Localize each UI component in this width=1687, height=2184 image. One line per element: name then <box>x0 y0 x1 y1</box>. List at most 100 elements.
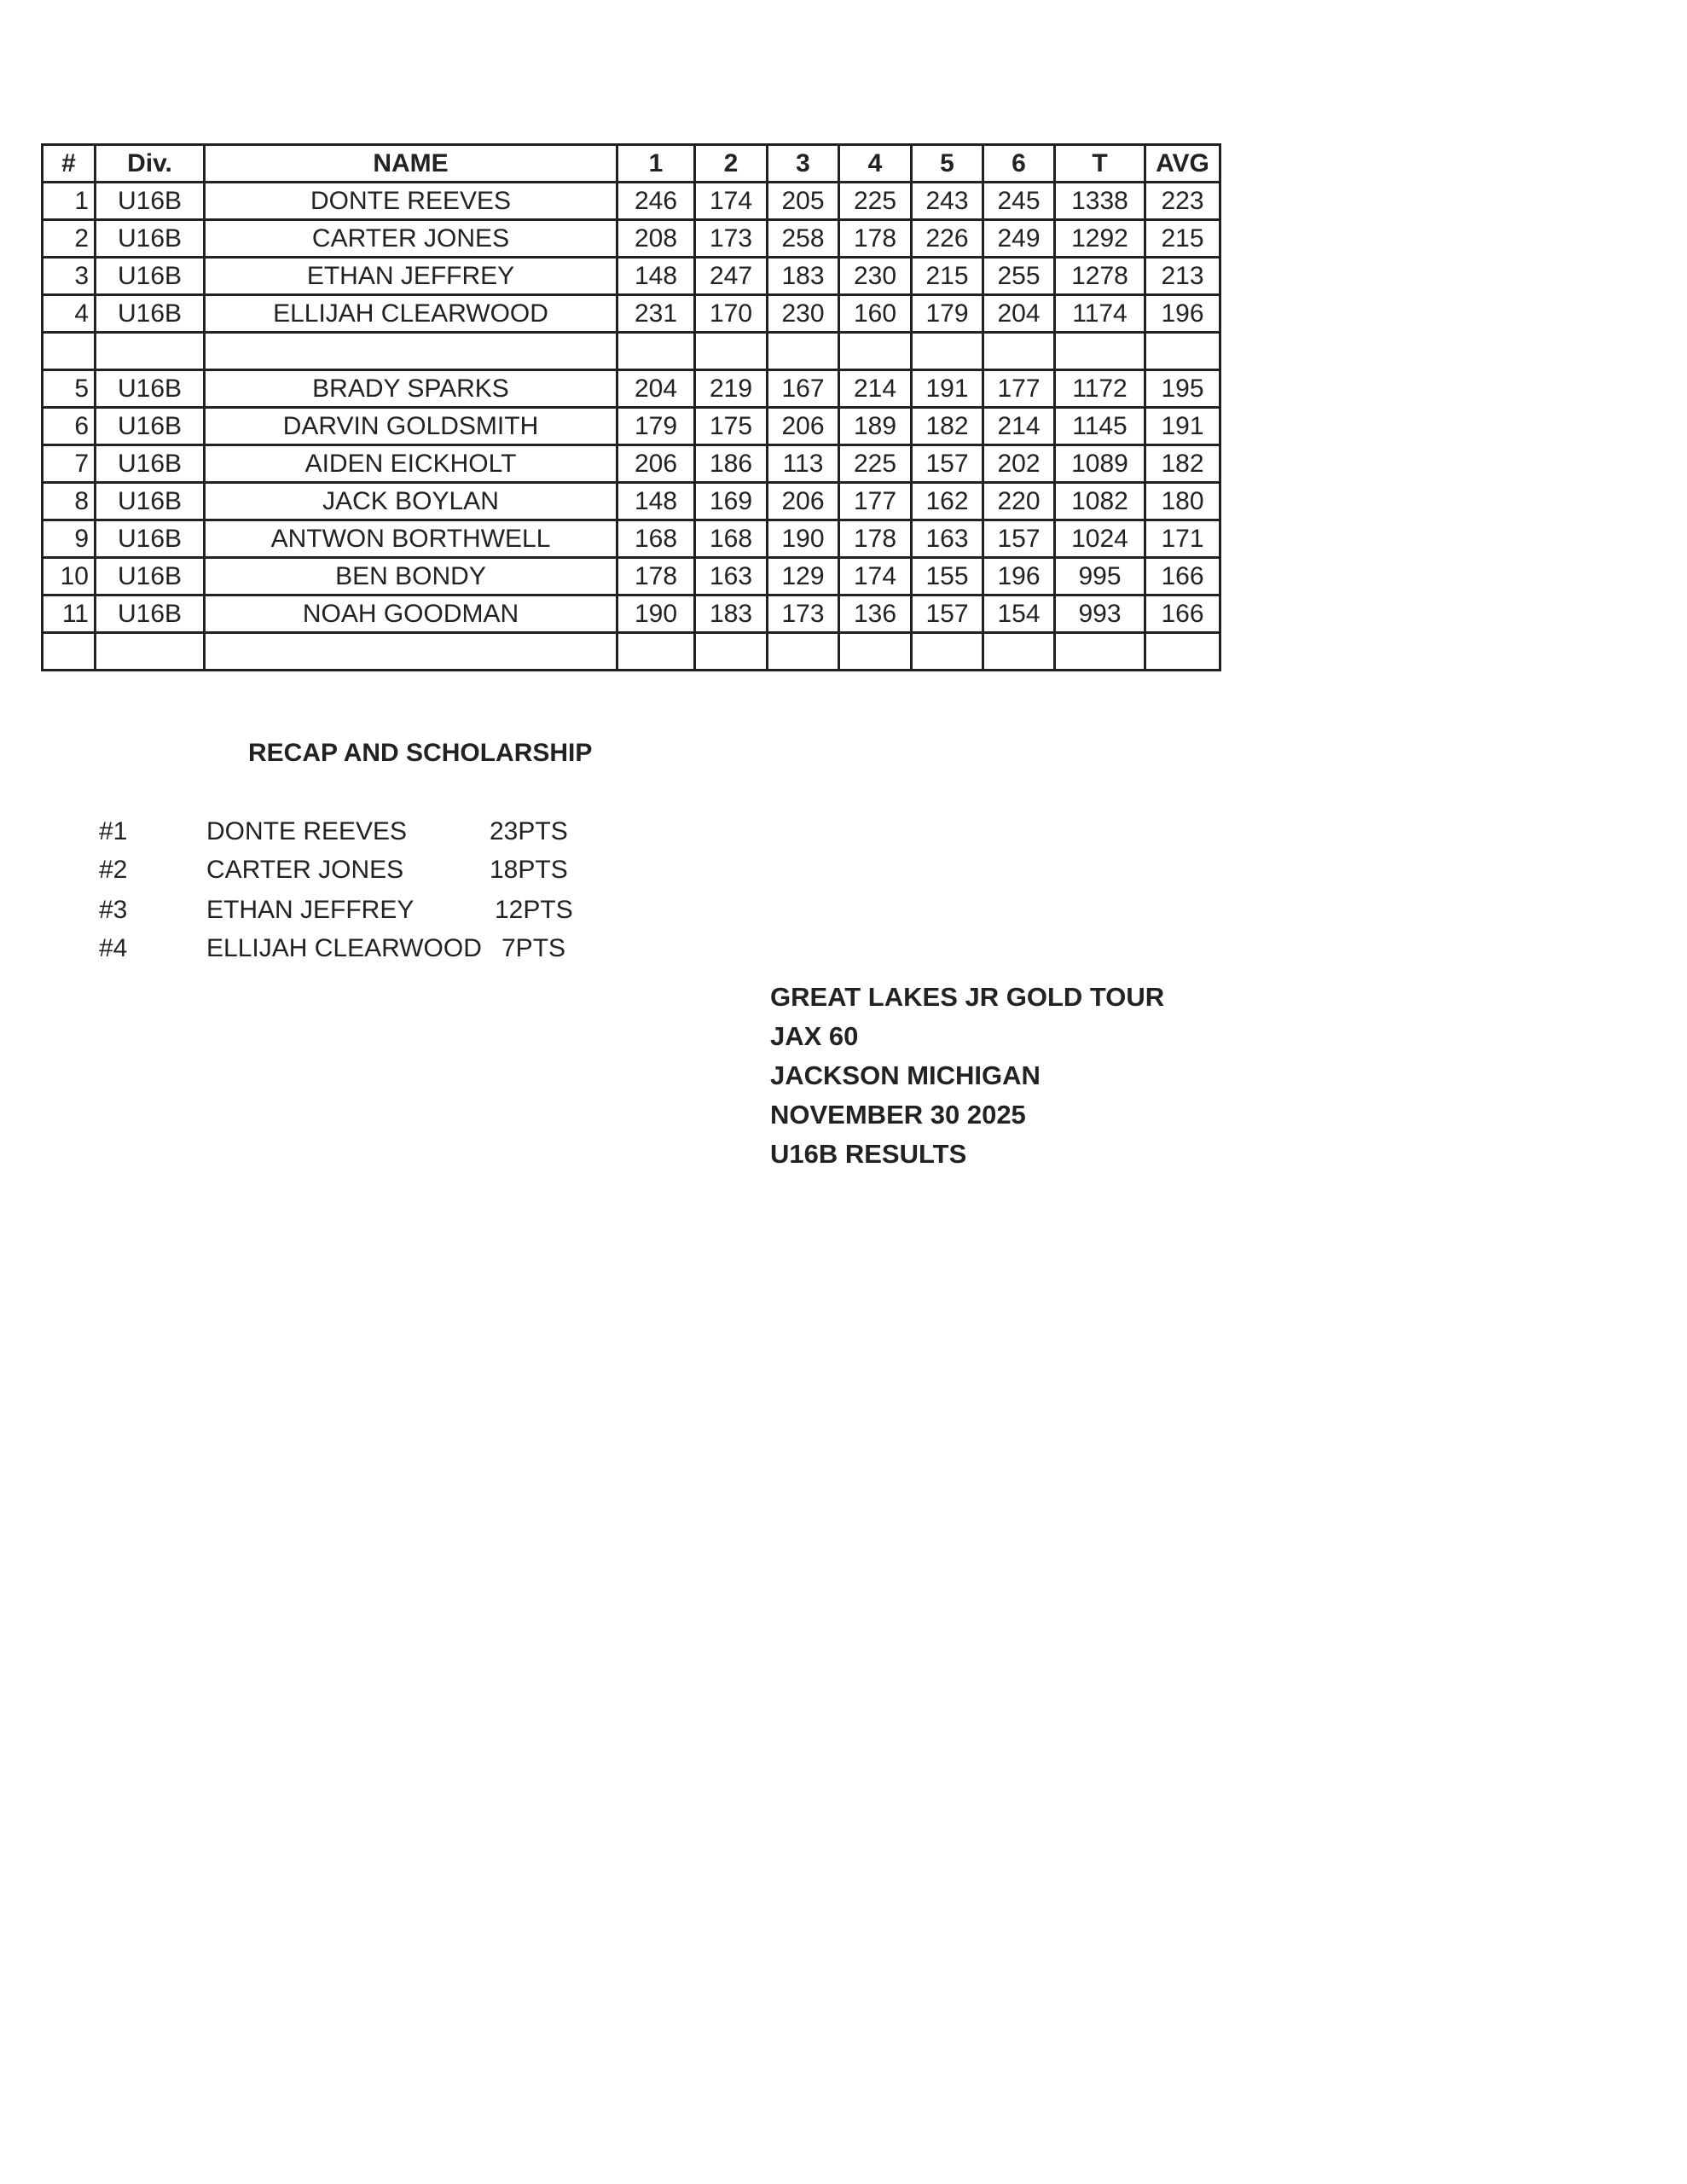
score-cell: 247 <box>693 256 768 296</box>
score-cell: 258 <box>766 218 840 258</box>
score-cell: 226 <box>910 218 984 258</box>
score-cell: 1145 <box>1053 406 1146 446</box>
score-cell: 182 <box>1144 444 1221 484</box>
column-header: 1 <box>616 143 696 183</box>
score-cell: 249 <box>982 218 1056 258</box>
name-cell: BRADY SPARKS <box>203 369 618 409</box>
column-header: 3 <box>766 143 840 183</box>
score-cell: 177 <box>982 369 1056 409</box>
division-cell <box>94 331 206 371</box>
recap-name: ETHAN JEFFREY <box>206 896 415 924</box>
score-cell: 204 <box>616 369 696 409</box>
score-cell: 183 <box>766 256 840 296</box>
score-cell: 171 <box>1144 519 1221 559</box>
division-cell: U16B <box>94 406 206 446</box>
score-cell: 174 <box>838 556 913 596</box>
event-info-line: U16B RESULTS <box>770 1139 967 1169</box>
score-cell: 230 <box>838 256 913 296</box>
rank-cell: 10 <box>41 556 96 596</box>
table-header-row: # Div. NAME 1 2 3 4 5 6 T AVG <box>41 143 1221 183</box>
score-cell: 220 <box>982 481 1056 521</box>
score-cell: 1338 <box>1053 181 1146 221</box>
rank-cell <box>41 331 96 371</box>
score-cell: 180 <box>1144 481 1221 521</box>
score-cell: 163 <box>910 519 984 559</box>
name-cell: NOAH GOODMAN <box>203 594 618 634</box>
score-cell: 189 <box>838 406 913 446</box>
score-cell: 196 <box>982 556 1056 596</box>
table-row: 9 U16B ANTWON BORTHWELL 168 168 190 178 163 157 1… <box>41 519 1221 559</box>
division-cell: U16B <box>94 444 206 484</box>
score-cell: 113 <box>766 444 840 484</box>
column-header: Div. <box>94 143 206 183</box>
score-cell: 173 <box>766 594 840 634</box>
table-row: 7 U16B AIDEN EICKHOLT 206 186 113 225 157 202 108… <box>41 444 1221 484</box>
event-info-line: JACKSON MICHIGAN <box>770 1060 1041 1090</box>
score-cell: 993 <box>1053 594 1146 634</box>
name-cell: DARVIN GOLDSMITH <box>203 406 618 446</box>
score-cell: 183 <box>693 594 768 634</box>
score-cell: 206 <box>766 481 840 521</box>
score-cell: 170 <box>693 293 768 334</box>
recap-rank: #1 <box>99 817 128 845</box>
division-cell: U16B <box>94 594 206 634</box>
division-cell <box>94 631 206 671</box>
division-cell: U16B <box>94 481 206 521</box>
score-cell: 214 <box>982 406 1056 446</box>
score-cell: 157 <box>910 594 984 634</box>
score-cell: 190 <box>766 519 840 559</box>
score-cell: 225 <box>838 181 913 221</box>
column-header: 5 <box>910 143 984 183</box>
score-cell: 191 <box>910 369 984 409</box>
score-cell: 1082 <box>1053 481 1146 521</box>
table-row: 5 U16B BRADY SPARKS 204 219 167 214 191 177 1172 1… <box>41 369 1221 409</box>
score-cell: 1292 <box>1053 218 1146 258</box>
score-cell: 173 <box>693 218 768 258</box>
score-cell: 208 <box>616 218 696 258</box>
score-cell: 255 <box>982 256 1056 296</box>
score-cell: 246 <box>616 181 696 221</box>
division-cell: U16B <box>94 218 206 258</box>
score-cell: 995 <box>1053 556 1146 596</box>
recap-name: DONTE REEVES <box>206 817 408 845</box>
score-cell <box>838 631 913 671</box>
score-cell: 214 <box>838 369 913 409</box>
results-table: # Div. NAME 1 2 3 4 5 6 T AVG 1 U16B DONTE REEVES 246… <box>41 143 1221 671</box>
column-header: # <box>41 143 96 183</box>
score-cell: 157 <box>910 444 984 484</box>
score-cell: 223 <box>1144 181 1221 221</box>
score-cell: 215 <box>1144 218 1221 258</box>
division-cell: U16B <box>94 181 206 221</box>
rank-cell: 3 <box>41 256 96 296</box>
recap-rank: #2 <box>99 856 128 884</box>
event-info-line: GREAT LAKES JR GOLD TOUR <box>770 982 1165 1012</box>
blank-row <box>41 331 1221 371</box>
recap-name: CARTER JONES <box>206 856 404 884</box>
recap-name: ELLIJAH CLEARWOOD <box>206 934 482 962</box>
score-cell: 129 <box>766 556 840 596</box>
score-cell: 243 <box>910 181 984 221</box>
score-cell <box>1053 631 1146 671</box>
name-cell <box>203 331 618 371</box>
table-row: 2 U16B CARTER JONES 208 173 258 178 226 249 1292 2… <box>41 218 1221 258</box>
rank-cell: 1 <box>41 181 96 221</box>
score-cell: 166 <box>1144 594 1221 634</box>
score-cell: 157 <box>982 519 1056 559</box>
column-header: T <box>1053 143 1146 183</box>
score-cell <box>1144 631 1221 671</box>
score-cell <box>616 331 696 371</box>
score-cell: 175 <box>693 406 768 446</box>
score-cell <box>1144 331 1221 371</box>
rank-cell: 5 <box>41 369 96 409</box>
table-row: 8 U16B JACK BOYLAN 148 169 206 177 162 220 1082 18… <box>41 481 1221 521</box>
recap-rank: #4 <box>99 934 128 962</box>
name-cell: ETHAN JEFFREY <box>203 256 618 296</box>
rank-cell: 4 <box>41 293 96 334</box>
score-cell <box>693 331 768 371</box>
score-cell: 213 <box>1144 256 1221 296</box>
division-cell: U16B <box>94 293 206 334</box>
score-cell: 186 <box>693 444 768 484</box>
rank-cell: 7 <box>41 444 96 484</box>
score-cell <box>982 631 1056 671</box>
column-header: AVG <box>1144 143 1221 183</box>
